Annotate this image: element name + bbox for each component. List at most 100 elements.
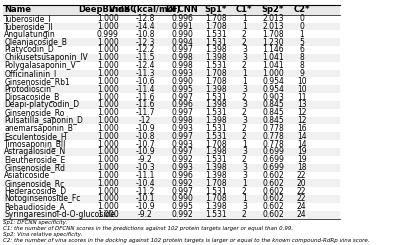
Text: 2: 2: [242, 108, 247, 117]
Text: 8: 8: [299, 61, 304, 70]
Text: 8: 8: [299, 53, 304, 62]
Text: 3: 3: [242, 202, 247, 211]
Text: 2: 2: [242, 132, 247, 141]
Text: 0.992: 0.992: [171, 155, 193, 164]
Text: 3: 3: [242, 85, 247, 94]
Text: Sp2*: Sp2*: [262, 5, 284, 14]
Text: 0.997: 0.997: [171, 93, 193, 101]
Text: 1.041: 1.041: [262, 61, 284, 70]
Text: Angulatungin: Angulatungin: [4, 30, 56, 39]
Text: 1: 1: [242, 140, 247, 148]
Text: 0.993: 0.993: [171, 124, 193, 133]
Text: 1.531: 1.531: [205, 210, 226, 219]
FancyBboxPatch shape: [4, 62, 340, 70]
Text: -12.4: -12.4: [135, 61, 155, 70]
Text: 0.778: 0.778: [262, 132, 284, 141]
Text: 0.992: 0.992: [171, 210, 193, 219]
Text: 1: 1: [242, 195, 247, 203]
FancyBboxPatch shape: [4, 179, 340, 187]
Text: 2: 2: [242, 187, 247, 196]
Text: 1.000: 1.000: [97, 116, 119, 125]
Text: 0: 0: [299, 22, 304, 31]
FancyBboxPatch shape: [4, 54, 340, 62]
Text: 0.845: 0.845: [262, 108, 284, 117]
Text: 0.699: 0.699: [262, 147, 284, 156]
Text: Deapi-platycodin_D: Deapi-platycodin_D: [4, 100, 80, 109]
Text: 10: 10: [297, 85, 306, 94]
Text: -9.2: -9.2: [138, 155, 152, 164]
Text: 0.998: 0.998: [171, 61, 193, 70]
Text: DeepBindBC: DeepBindBC: [79, 5, 137, 14]
Text: 0.903: 0.903: [262, 93, 284, 101]
FancyBboxPatch shape: [4, 46, 340, 54]
Text: 2: 2: [242, 38, 247, 47]
Text: DFCNN: DFCNN: [166, 5, 198, 14]
Text: Eleutheroside_E: Eleutheroside_E: [4, 155, 66, 164]
Text: 12: 12: [297, 108, 306, 117]
Text: 22: 22: [297, 187, 306, 196]
Text: 0.990: 0.990: [171, 30, 193, 39]
Text: 1.531: 1.531: [205, 187, 226, 196]
Text: 0.999: 0.999: [97, 30, 119, 39]
FancyBboxPatch shape: [4, 85, 340, 93]
Text: Astragaloside_N: Astragaloside_N: [4, 147, 67, 156]
Text: anemarsaponin_B: anemarsaponin_B: [4, 124, 73, 133]
Text: 0.990: 0.990: [171, 195, 193, 203]
Text: 1.708: 1.708: [205, 22, 226, 31]
Text: 0.699: 0.699: [262, 155, 284, 164]
FancyBboxPatch shape: [4, 30, 340, 38]
Text: 1.708: 1.708: [262, 30, 284, 39]
Text: 1.041: 1.041: [262, 53, 284, 62]
FancyBboxPatch shape: [4, 156, 340, 164]
FancyBboxPatch shape: [4, 15, 340, 23]
Text: 1.708: 1.708: [205, 69, 226, 78]
Text: 2.013: 2.013: [262, 14, 284, 23]
FancyBboxPatch shape: [4, 148, 340, 156]
Text: 2.013: 2.013: [262, 22, 284, 31]
Text: 1.000: 1.000: [97, 210, 119, 219]
Text: C1: the number of DFCNN scores in the predictions against 102 protein targets la: C1: the number of DFCNN scores in the pr…: [4, 226, 294, 231]
Text: 19: 19: [297, 155, 306, 164]
Text: Tuberoside_II: Tuberoside_II: [4, 22, 54, 31]
Text: Dipsacoside_B: Dipsacoside_B: [4, 93, 60, 101]
Text: 1.398: 1.398: [205, 171, 226, 180]
Text: 1.000: 1.000: [97, 53, 119, 62]
Text: 3: 3: [242, 116, 247, 125]
FancyBboxPatch shape: [4, 140, 340, 148]
Text: 0.998: 0.998: [171, 53, 193, 62]
Text: 3: 3: [242, 147, 247, 156]
Text: -10.8: -10.8: [135, 30, 155, 39]
Text: -10.7: -10.7: [135, 140, 155, 148]
Text: Officinalinin_I: Officinalinin_I: [4, 69, 57, 78]
Text: -11.2: -11.2: [135, 187, 155, 196]
Text: 0.845: 0.845: [262, 116, 284, 125]
Text: 0.996: 0.996: [171, 171, 193, 180]
Text: Sp1: DFCNN specificity.: Sp1: DFCNN specificity.: [4, 220, 68, 225]
FancyBboxPatch shape: [4, 117, 340, 124]
Text: 1.398: 1.398: [205, 85, 226, 94]
Text: Chikusetsusaponin_IV: Chikusetsusaponin_IV: [4, 53, 88, 62]
FancyBboxPatch shape: [4, 211, 340, 219]
Text: 0.990: 0.990: [171, 77, 193, 86]
Text: 0.992: 0.992: [171, 179, 193, 188]
Text: 0.997: 0.997: [171, 132, 193, 141]
Text: Tuberoside_I: Tuberoside_I: [4, 14, 52, 23]
FancyBboxPatch shape: [4, 195, 340, 203]
Text: Vina (kcal/mol): Vina (kcal/mol): [109, 5, 180, 14]
FancyBboxPatch shape: [4, 124, 340, 132]
Text: Sp1*: Sp1*: [204, 5, 227, 14]
FancyBboxPatch shape: [4, 164, 340, 171]
Text: C2: the number of vina scores in the docking against 102 protein targets is larg: C2: the number of vina scores in the doc…: [4, 238, 370, 243]
Text: 1.398: 1.398: [205, 46, 226, 54]
Text: -10.6: -10.6: [135, 77, 155, 86]
Text: Asiaticoside: Asiaticoside: [4, 171, 50, 180]
Text: -10.9: -10.9: [135, 147, 155, 156]
Text: Polygalasaponin_V: Polygalasaponin_V: [4, 61, 76, 70]
Text: -12.8: -12.8: [135, 14, 155, 23]
Text: 24: 24: [297, 210, 306, 219]
Text: -11.5: -11.5: [135, 53, 155, 62]
Text: 1.000: 1.000: [97, 124, 119, 133]
Text: 0.954: 0.954: [262, 85, 284, 94]
Text: -12: -12: [139, 116, 151, 125]
Text: 1.000: 1.000: [97, 77, 119, 86]
